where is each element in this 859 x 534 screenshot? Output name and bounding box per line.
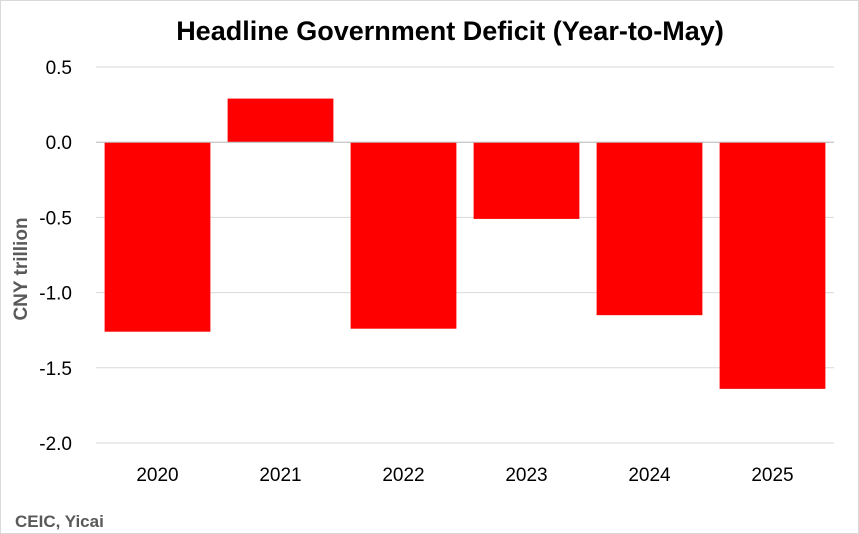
bar-2023 <box>473 142 580 219</box>
bar-2021 <box>227 98 334 143</box>
x-tick-label: 2020 <box>136 465 178 486</box>
y-axis-ticks: 0.5 0.0 -0.5 -1.0 -1.5 -2.0 <box>39 58 72 455</box>
bar-2024 <box>596 142 703 316</box>
y-tick-label: -1.5 <box>39 359 72 380</box>
bars <box>104 98 826 389</box>
bar-2020 <box>104 142 211 332</box>
source-note: CEIC, Yicai <box>15 512 104 531</box>
x-tick-label: 2022 <box>382 465 424 486</box>
x-tick-label: 2021 <box>259 465 301 486</box>
bar-2025 <box>719 142 826 389</box>
y-tick-label: 0.5 <box>46 58 72 79</box>
y-tick-label: -2.0 <box>39 434 72 455</box>
x-tick-label: 2023 <box>505 465 547 486</box>
y-tick-label: 0.0 <box>46 133 72 154</box>
y-tick-label: -1.0 <box>39 284 72 305</box>
x-tick-label: 2025 <box>751 465 793 486</box>
x-tick-label: 2024 <box>628 465 671 486</box>
bar-2022 <box>350 142 457 329</box>
y-axis-title: CNY trillion <box>11 217 32 320</box>
x-axis-ticks: 2020 2021 2022 2023 2024 2025 <box>136 465 793 486</box>
y-tick-label: -0.5 <box>39 208 72 229</box>
chart-title: Headline Government Deficit (Year-to-May… <box>176 16 724 46</box>
